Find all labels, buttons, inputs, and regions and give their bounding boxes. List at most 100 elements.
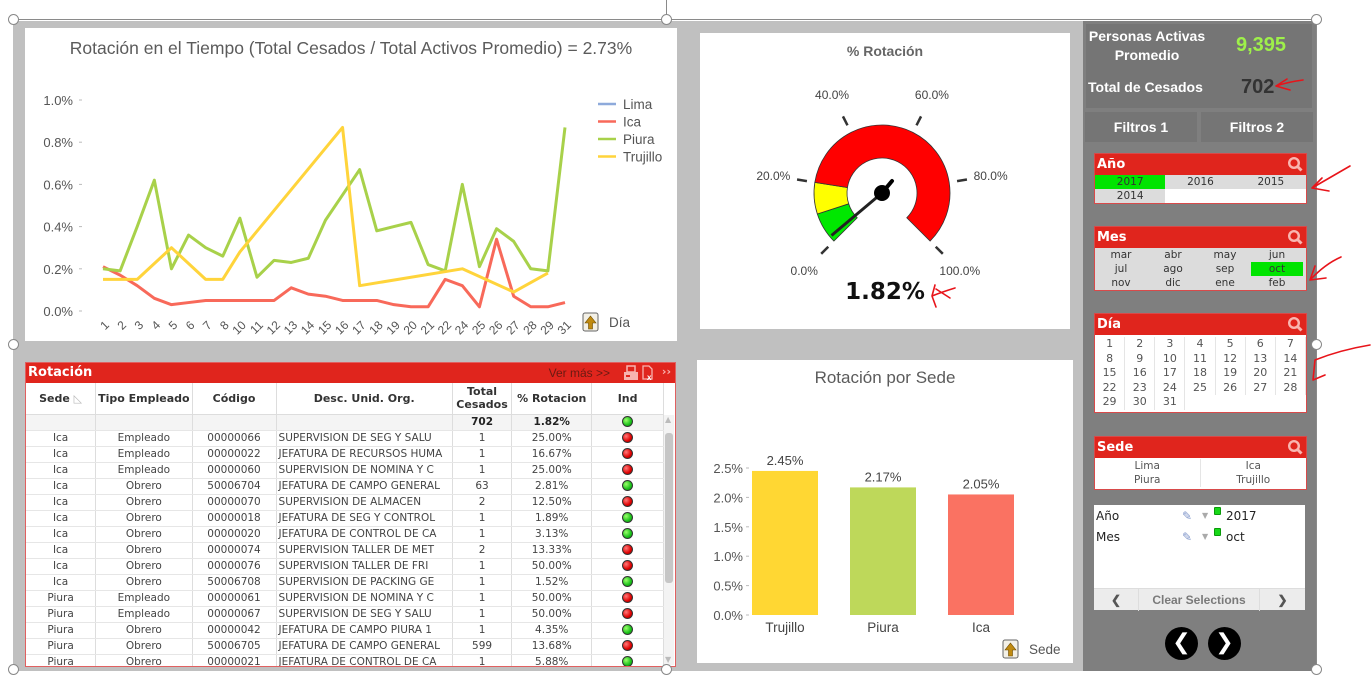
column-header-ind[interactable]: Ind (591, 383, 664, 415)
table-row[interactable]: Ica Obrero 00000020 JEFATURA DE CONTROL DE … (26, 526, 664, 543)
listbox-item-dia[interactable]: 15 (1095, 366, 1126, 381)
table-scrollbar[interactable]: ▲ ▼ (664, 415, 674, 665)
listbox-item-dia[interactable]: 23 (1125, 380, 1156, 396)
search-icon[interactable] (1287, 439, 1303, 455)
tab-filtros-2[interactable]: Filtros 2 (1201, 112, 1313, 142)
listbox-item-mes[interactable]: mar (1095, 248, 1147, 262)
resize-handle-bottom-left[interactable] (8, 664, 19, 675)
search-icon[interactable] (1287, 229, 1303, 245)
column-header-total-cesados[interactable]: Total Cesados (452, 383, 513, 415)
listbox-item-dia[interactable]: 29 (1095, 395, 1126, 410)
listbox-item-dia[interactable]: 10 (1155, 351, 1186, 367)
dropdown-icon[interactable]: ▼ (1202, 511, 1209, 520)
cycle-dimension-button[interactable] (1002, 639, 1019, 659)
dropdown-icon[interactable]: ▼ (1202, 532, 1209, 541)
listbox-item-dia[interactable]: 7 (1276, 337, 1306, 352)
back-button[interactable]: ❮ (1165, 627, 1198, 660)
column-header-desc-unid-org[interactable]: Desc. Unid. Org. (276, 383, 453, 415)
table-row[interactable]: Ica Obrero 50006704 JEFATURA DE CAMPO GENER… (26, 478, 664, 495)
resize-handle-middle-right[interactable] (1311, 339, 1322, 350)
listbox-item-mes[interactable]: jul (1095, 262, 1147, 276)
listbox-item-sede[interactable]: Piura (1095, 473, 1201, 487)
scroll-up-icon[interactable]: ▲ (665, 415, 672, 424)
table-row[interactable]: Piura Obrero 00000021 JEFATURA DE CONTROL D… (26, 654, 664, 666)
listbox-item-dia[interactable]: 27 (1246, 380, 1276, 396)
listbox-item-dia[interactable]: 18 (1185, 366, 1216, 381)
listbox-item-mes[interactable]: ago (1147, 262, 1199, 276)
listbox-item-mes[interactable]: abr (1147, 248, 1199, 262)
listbox-item-anio[interactable]: 2017 (1095, 175, 1166, 189)
table-row[interactable]: Ica Obrero 50006708 SUPERVISION DE PACKING … (26, 574, 664, 591)
table-row[interactable]: Piura Obrero 00000042 JEFATURA DE CAMPO PIU… (26, 622, 664, 639)
search-icon[interactable] (1287, 316, 1303, 332)
listbox-item-mes[interactable]: may (1199, 248, 1251, 262)
table-row[interactable]: Piura Empleado 00000067 SUPERVISION DE SEG … (26, 606, 664, 623)
listbox-item-sede[interactable]: Ica (1245, 460, 1261, 472)
resize-handle-bottom-right[interactable] (1311, 664, 1322, 675)
resize-handle-top-left[interactable] (8, 14, 19, 25)
listbox-item-mes[interactable]: sep (1199, 262, 1251, 276)
table-row[interactable]: Ica Obrero 00000018 JEFATURA DE SEG Y CONTR… (26, 510, 664, 527)
listbox-item-dia[interactable]: 31 (1155, 395, 1186, 410)
listbox-item-dia[interactable]: 22 (1095, 380, 1126, 396)
listbox-item-dia[interactable]: 4 (1185, 337, 1216, 352)
listbox-item-dia[interactable]: 13 (1246, 351, 1276, 367)
line-chart[interactable]: 0.0%0.2%0.4%0.6%0.8%1.0%1 2 3 4 5 6 7 810111213… (25, 28, 677, 341)
eraser-icon[interactable]: ✎ (1182, 509, 1193, 523)
listbox-item-anio[interactable]: 2014 (1095, 189, 1166, 203)
next-page-button[interactable]: ❯ (1259, 589, 1305, 611)
forward-button[interactable]: ❯ (1208, 627, 1241, 660)
listbox-item-dia[interactable]: 1 (1095, 337, 1126, 352)
print-icon[interactable] (623, 365, 639, 381)
listbox-item-dia[interactable]: 28 (1276, 380, 1306, 396)
listbox-item-dia[interactable]: 24 (1155, 380, 1186, 396)
listbox-item-dia[interactable]: 21 (1276, 366, 1306, 381)
search-icon[interactable] (1287, 156, 1303, 172)
clear-selections-button[interactable]: Clear Selections (1152, 593, 1246, 607)
column-header-codigo[interactable]: Código (192, 383, 277, 415)
listbox-item-mes[interactable]: dic (1147, 276, 1199, 290)
table-row[interactable]: Ica Empleado 00000022 JEFATURA DE RECURSOS … (26, 446, 664, 463)
eraser-icon[interactable]: ✎ (1182, 530, 1193, 544)
listbox-item-sede[interactable]: Lima (1095, 459, 1201, 473)
resize-handle-top-right[interactable] (1311, 14, 1322, 25)
gauge-chart[interactable]: 0.0% 20.0% 40.0% 60.0% 80.0% 100.0% (700, 33, 1070, 329)
listbox-item-dia[interactable]: 12 (1216, 351, 1246, 367)
listbox-item-sede[interactable]: Trujillo (1236, 474, 1271, 486)
listbox-item-dia[interactable]: 26 (1216, 380, 1246, 396)
column-header-sede[interactable]: Sede ◺ (26, 383, 97, 415)
resize-handle-bottom-middle[interactable] (661, 664, 672, 675)
listbox-item-dia[interactable]: 11 (1185, 351, 1216, 367)
listbox-item-dia[interactable]: 3 (1155, 337, 1186, 352)
listbox-item-dia[interactable]: 30 (1125, 395, 1156, 410)
listbox-item-dia[interactable]: 16 (1125, 366, 1156, 381)
column-header-tipo-empleado[interactable]: Tipo Empleado (95, 383, 193, 415)
table-row[interactable]: Ica Obrero 00000074 SUPERVISION TALLER DE M… (26, 542, 664, 559)
bar-chart[interactable]: 0.0% 0.5% 1.0% 1.5% 2.0% 2.5% 2.45% Trujillo 2.1… (697, 360, 1073, 663)
listbox-item-mes[interactable]: ene (1199, 276, 1251, 290)
listbox-item-mes[interactable]: feb (1251, 276, 1303, 290)
resize-handle-middle-left[interactable] (8, 339, 19, 350)
listbox-item-dia[interactable]: 8 (1095, 351, 1126, 367)
expand-icon[interactable]: ›› (661, 365, 671, 378)
table-row[interactable]: Ica Empleado 00000066 SUPERVISION DE SEG Y … (26, 430, 664, 447)
table-row[interactable]: Piura Empleado 00000061 SUPERVISION DE NOMI… (26, 590, 664, 607)
ver-mas-link[interactable]: Ver más >> (548, 366, 610, 380)
listbox-item-dia[interactable]: 2 (1125, 337, 1156, 352)
listbox-item-dia[interactable]: 14 (1276, 351, 1306, 367)
listbox-item-dia[interactable]: 20 (1246, 366, 1276, 381)
table-row[interactable]: Ica Empleado 00000060 SUPERVISION DE NOMINA… (26, 462, 664, 479)
listbox-item-anio[interactable]: 2016 (1165, 175, 1236, 189)
table-scrollbar-thumb[interactable] (665, 433, 673, 583)
tab-filtros-1[interactable]: Filtros 1 (1085, 112, 1197, 142)
column-header-rotacion[interactable]: % Rotacion (511, 383, 593, 415)
listbox-item-dia[interactable]: 9 (1125, 351, 1156, 367)
listbox-item-mes[interactable]: jun (1251, 248, 1303, 262)
cycle-dimension-button[interactable] (582, 312, 599, 332)
listbox-item-anio[interactable]: 2015 (1235, 175, 1306, 189)
listbox-item-mes[interactable]: oct (1251, 262, 1303, 276)
prev-page-button[interactable]: ❮ (1094, 589, 1139, 611)
listbox-item-dia[interactable]: 17 (1155, 366, 1186, 381)
listbox-item-dia[interactable]: 5 (1216, 337, 1246, 352)
listbox-item-dia[interactable]: 25 (1185, 380, 1216, 396)
